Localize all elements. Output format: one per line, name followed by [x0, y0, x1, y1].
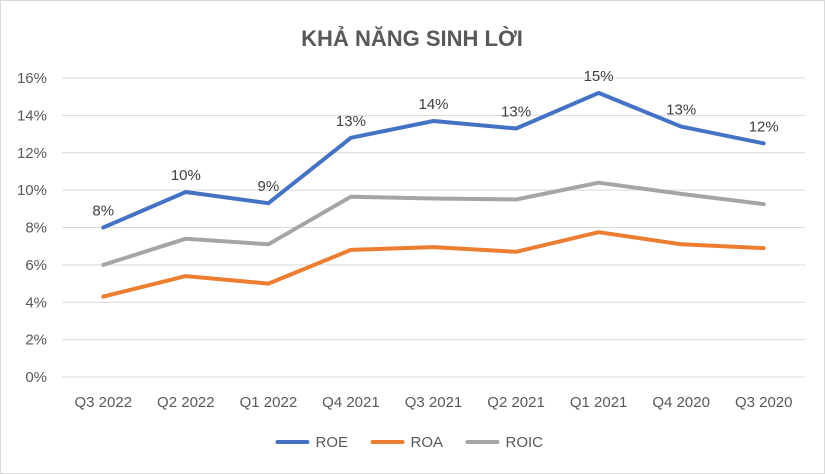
y-axis-ticks: 0% 2% 4% 6% 8% 10% 12% 14% 16% — [17, 70, 47, 386]
series-line-roa — [101, 230, 766, 299]
x-tick-label: Q4 2020 — [652, 394, 710, 411]
legend-label: ROIC — [506, 434, 544, 451]
legend-label: ROA — [411, 434, 444, 451]
x-axis-ticks: Q3 2022 Q2 2022 Q1 2022 Q4 2021 Q3 2021 Q2 20… — [75, 394, 793, 411]
y-tick-label: 4% — [25, 294, 47, 311]
y-tick-label: 0% — [25, 369, 47, 386]
data-labels: 8% 10% 9% 13% 14% 13% 15% 13% 12% — [92, 68, 778, 220]
x-tick-label: Q1 2021 — [570, 394, 628, 411]
series-line-roic — [101, 180, 766, 267]
x-tick-label: Q2 2021 — [487, 394, 545, 411]
y-tick-label: 6% — [25, 257, 47, 274]
data-label: 8% — [92, 203, 114, 220]
x-tick-label: Q3 2022 — [75, 394, 133, 411]
legend-item-roic[interactable]: ROIC — [465, 434, 544, 451]
x-tick-label: Q4 2021 — [322, 394, 380, 411]
data-label: 14% — [418, 96, 448, 113]
x-tick-label: Q3 2020 — [735, 394, 793, 411]
data-label: 13% — [336, 113, 366, 130]
data-label: 9% — [258, 178, 280, 195]
chart-title: KHẢ NĂNG SINH LỜI — [301, 26, 523, 51]
series-lines — [101, 90, 766, 299]
y-tick-label: 10% — [17, 182, 47, 199]
x-tick-label: Q3 2021 — [405, 394, 463, 411]
legend: ROE ROA ROIC — [275, 434, 544, 451]
legend-label: ROE — [316, 434, 349, 451]
y-tick-label: 2% — [25, 332, 47, 349]
series-line-roe — [101, 90, 766, 230]
legend-item-roe[interactable]: ROE — [275, 434, 349, 451]
y-tick-label: 8% — [25, 220, 47, 237]
y-tick-label: 12% — [17, 145, 47, 162]
gridlines — [62, 77, 805, 378]
data-label: 13% — [666, 102, 696, 119]
y-tick-label: 16% — [17, 70, 47, 87]
data-label: 15% — [584, 68, 614, 85]
legend-item-roa[interactable]: ROA — [370, 434, 444, 451]
x-tick-label: Q1 2022 — [240, 394, 298, 411]
data-label: 10% — [171, 167, 201, 184]
data-label: 12% — [749, 118, 779, 135]
y-tick-label: 14% — [17, 107, 47, 124]
x-tick-label: Q2 2022 — [157, 394, 215, 411]
data-label: 13% — [501, 103, 531, 120]
